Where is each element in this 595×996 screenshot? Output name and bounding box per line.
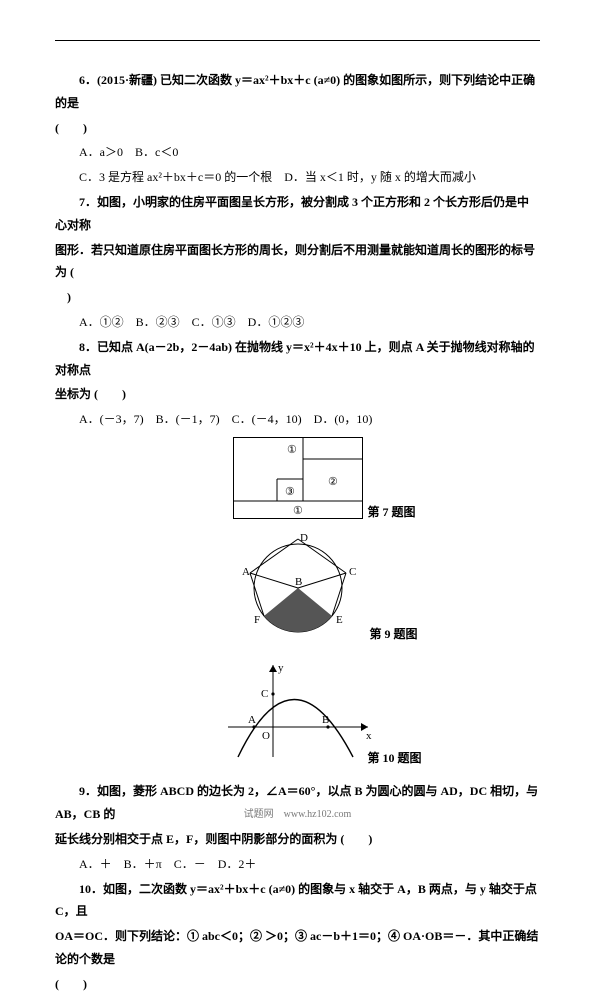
top-rule [55,40,540,41]
q7-stem-line3: ) [55,286,540,309]
fig10-B: B [322,714,329,726]
fig10-x: x [366,730,372,742]
q6-opt-ab: A．a＞0 B．c＜0 [55,141,540,164]
q8-stem-line2: 坐标为 ( ) [55,383,540,406]
fig10-C: C [261,688,268,700]
fig10-y: y [278,662,284,674]
figure-10-caption: 第 10 题图 [368,747,422,770]
fig9-B: B [295,576,302,588]
figure-10: A B C O y x 第 10 题图 [218,657,378,775]
q9-stem-text2: 延长线分别相交于点 E，F，则图中阴影部分的面积为 ( ) [55,832,372,846]
q8-stem-text1: 8．已知点 A(a－2b，2－4ab) 在抛物线 y＝x²＋4x＋10 上，则点… [55,340,535,377]
q6-opt-cd: C．3 是方程 ax²＋bx＋c＝0 的一个根 D．当 x＜1 时，y 随 x … [55,166,540,189]
fig7-label-tr: ② [328,476,338,488]
q10-stem-line3: ( ) [55,973,540,996]
q6-stem-text1: 6．(2015·新疆) 已知二次函数 y＝ax²＋bx＋c (a≠0) 的图象如… [55,73,535,110]
q7-choices: A．①② B．②③ C．①③ D．①②③ [55,311,540,334]
fig7-label-b: ① [293,505,303,517]
q8-stem-line1: 8．已知点 A(a－2b，2－4ab) 在抛物线 y＝x²＋4x＋10 上，则点… [55,336,540,382]
figure-7-svg: ① ② ③ ① [233,437,363,519]
figure-9-wrap: A B C D E F 第 9 题图 [55,533,540,651]
fig7-label-bl: ③ [285,486,295,498]
fig10-O: O [262,730,270,742]
fig7-label-tl: ① [287,444,297,456]
fig10-A: A [248,714,256,726]
q6-stem-line1: 6．(2015·新疆) 已知二次函数 y＝ax²＋bx＋c (a≠0) 的图象如… [55,69,540,115]
page-footer: 试题网 www.hz102.com [0,805,595,824]
figure-7-wrap: ① ② ③ ① 第 7 题图 [55,437,540,527]
q10-stem-text2: OA＝OC．则下列结论：① abc＜0；② ＞0；③ ac－b＋1＝0；④ OA… [55,929,538,966]
fig9-C: C [349,566,356,578]
q10-stem-line2: OA＝OC．则下列结论：① abc＜0；② ＞0；③ ac－b＋1＝0；④ OA… [55,925,540,971]
fig9-F: F [254,614,260,626]
figure-10-svg: A B C O y x [218,657,378,767]
q6-stem-line2: ( ) [55,117,540,140]
q10-stem-text1: 10．如图，二次函数 y＝ax²＋bx＋c (a≠0) 的图象与 x 轴交于 A… [55,882,537,919]
q8-choices: A．(－3，7) B．(－1，7) C．(－4，10) D．(0，10) [55,408,540,431]
q7-stem-text1: 7．如图，小明家的住房平面图呈长方形，被分割成 3 个正方形和 2 个长方形后仍… [55,195,529,232]
q6-stem-text2: ( ) [55,121,87,135]
q10-stem-text3: ( ) [55,977,87,991]
q7-stem-line2: 图形．若只知道原住房平面图长方形的周长，则分割后不用测量就能知道周长的图形的标号… [55,239,540,285]
q8-stem-text2: 坐标为 ( ) [55,387,126,401]
figure-7: ① ② ③ ① 第 7 题图 [233,437,363,527]
q9-choices: A．＋ B．＋π C．－ D．2＋ [55,853,540,876]
q7-stem-line1: 7．如图，小明家的住房平面图呈长方形，被分割成 3 个正方形和 2 个长方形后仍… [55,191,540,237]
figure-9: A B C D E F 第 9 题图 [228,533,368,651]
figure-9-caption: 第 9 题图 [370,623,418,646]
q9-stem-line2: 延长线分别相交于点 E，F，则图中阴影部分的面积为 ( ) [55,828,540,851]
figure-9-svg: A B C D E F [228,533,368,643]
fig9-A: A [242,566,250,578]
q7-stem-text2: 图形．若只知道原住房平面图长方形的周长，则分割后不用测量就能知道周长的图形的标号… [55,243,535,280]
q10-stem-line1: 10．如图，二次函数 y＝ax²＋bx＋c (a≠0) 的图象与 x 轴交于 A… [55,878,540,924]
fig9-E: E [336,614,343,626]
figure-7-caption: 第 7 题图 [368,501,416,524]
page: 6．(2015·新疆) 已知二次函数 y＝ax²＋bx＋c (a≠0) 的图象如… [0,0,595,842]
fig9-D: D [300,533,308,544]
figure-10-wrap: A B C O y x 第 10 题图 [55,657,540,775]
q7-stem-text3: ) [55,290,71,304]
